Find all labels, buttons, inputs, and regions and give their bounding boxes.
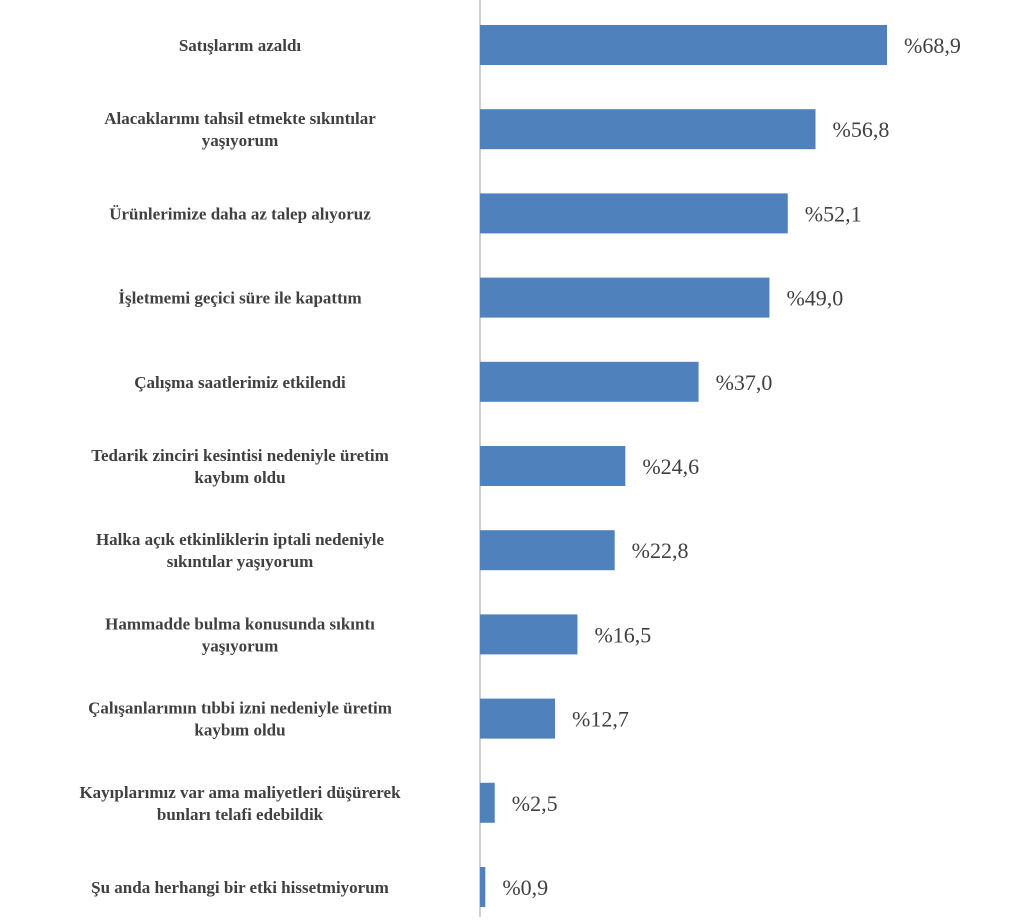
data-label: %37,0: [716, 370, 773, 395]
bar: [480, 193, 788, 234]
bars-group: [480, 25, 887, 907]
bar: [480, 25, 887, 65]
bar: [480, 446, 626, 486]
category-tick-label: yaşıyorum: [202, 131, 279, 150]
category-tick-label: İşletmemi geçici süre ile kapattım: [118, 289, 361, 308]
bar: [480, 782, 495, 823]
data-label: %52,1: [805, 201, 862, 226]
category-tick-label: Satışlarım azaldı: [179, 36, 302, 55]
category-labels-group: Satışlarım azaldı Alacaklarımı tahsil etm…: [79, 36, 401, 897]
data-label: %22,8: [632, 538, 689, 563]
category-tick-label: Alacaklarımı tahsil etmekte sıkıntılar: [104, 109, 376, 128]
bar: [480, 109, 816, 150]
bar: [480, 698, 556, 739]
data-label: %12,7: [572, 707, 629, 732]
category-tick-label: yaşıyorum: [202, 636, 279, 655]
data-label: %68,9: [904, 33, 961, 58]
data-label: %56,8: [833, 117, 890, 142]
data-label: %24,6: [642, 454, 699, 479]
category-tick-label: Tedarik zinciri kesintisi nedeniyle üret…: [91, 446, 389, 465]
value-labels-group: %68,9 %56,8 %52,1 %49,0 %37,0 %24,6 %22,8 %16,5…: [502, 33, 961, 900]
category-tick-label: Hammadde bulma konusunda sıkıntı: [105, 614, 375, 633]
category-tick-label: kaybım oldu: [194, 468, 285, 487]
category-tick-label: bunları telafi edebildik: [157, 805, 324, 824]
data-label: %49,0: [786, 286, 843, 311]
category-tick-label: Halka açık etkinliklerin iptali nedeniyl…: [96, 530, 385, 549]
bar: [480, 530, 615, 571]
data-label: %16,5: [594, 622, 651, 647]
category-tick-label: Çalışanlarımın tıbbi izni nedeniyle üret…: [88, 699, 392, 718]
bar: [480, 614, 578, 655]
bar: [480, 277, 770, 318]
category-tick-label: sıkıntılar yaşıyorum: [167, 552, 314, 571]
category-tick-label: Çalışma saatlerimiz etkilendi: [134, 373, 346, 392]
category-tick-label: Kayıplarımız var ama maliyetleri düşürer…: [79, 783, 401, 802]
bar: [480, 361, 699, 402]
data-label: %0,9: [502, 875, 548, 900]
category-tick-label: Ürünlerimize daha az talep alıyoruz: [109, 204, 371, 223]
bar: [480, 867, 486, 907]
category-tick-label: Şu anda herhangi bir etki hissetmiyorum: [91, 878, 389, 897]
data-label: %2,5: [512, 791, 558, 816]
category-tick-label: kaybım oldu: [194, 721, 285, 740]
